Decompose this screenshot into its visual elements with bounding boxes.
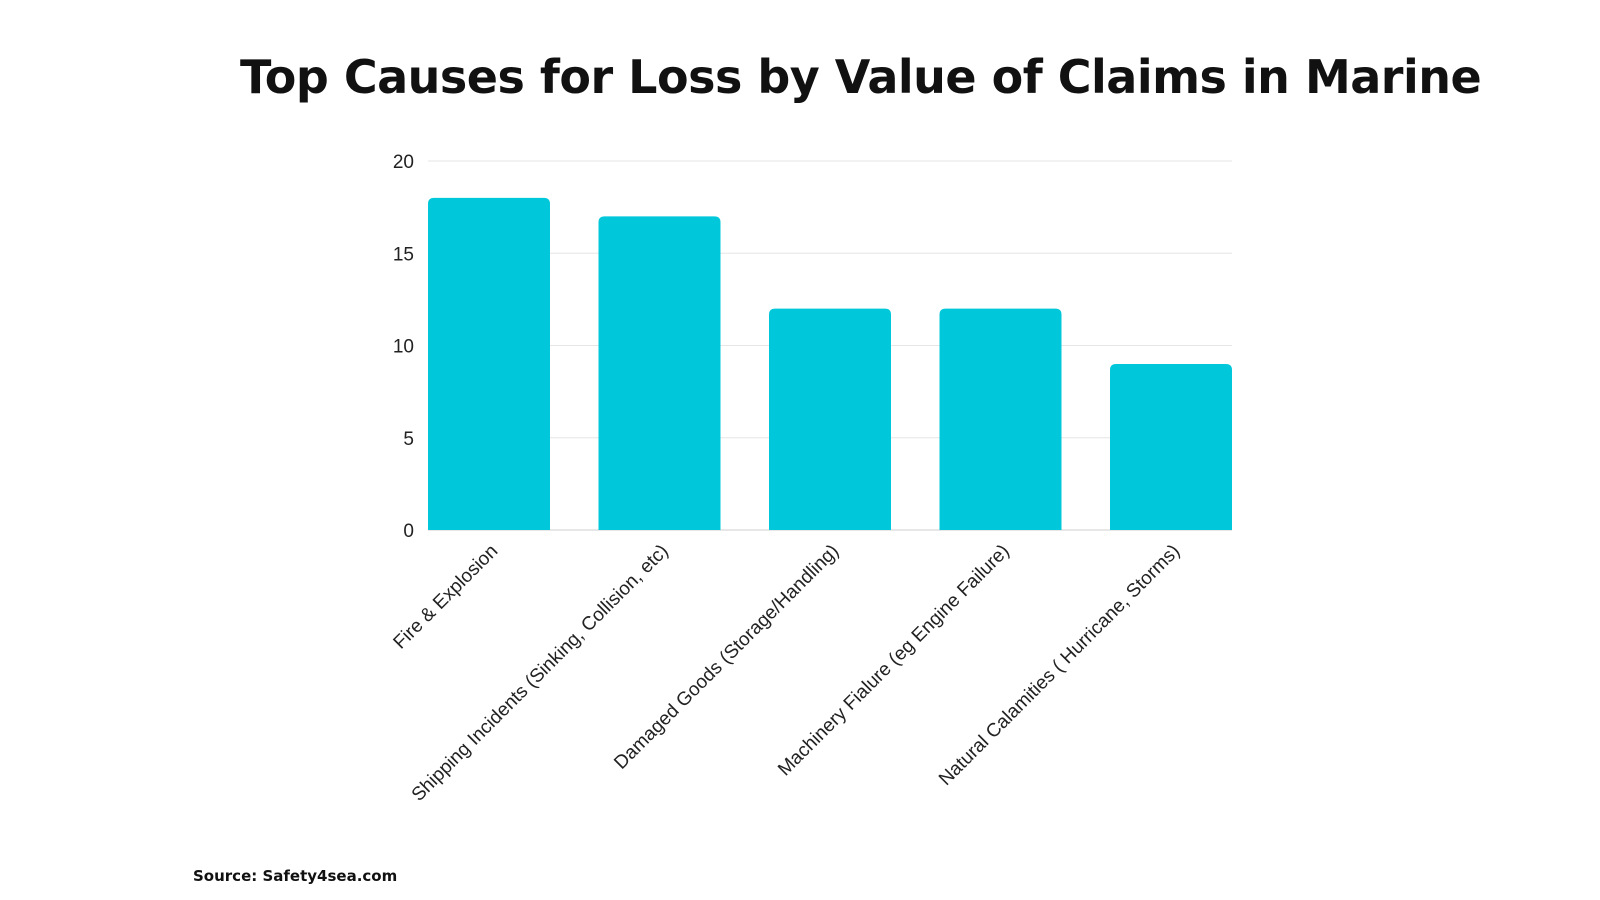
- y-tick-label: 5: [403, 429, 414, 450]
- bar: [428, 197, 550, 530]
- y-tick-label: 10: [393, 337, 414, 358]
- bar: [598, 216, 721, 530]
- y-tick-label: 20: [393, 152, 414, 173]
- source-note: Source: Safety4sea.com: [193, 867, 398, 885]
- bar: [1110, 363, 1232, 530]
- bar: [769, 308, 891, 530]
- bars: [428, 197, 1232, 530]
- y-axis: 0 5 10 15 20: [393, 152, 414, 542]
- y-tick-label: 0: [403, 521, 414, 542]
- x-tick-label: Fire & Explosion: [390, 541, 503, 654]
- y-tick-label: 15: [393, 244, 414, 265]
- chart-title: Top Causes for Loss by Value of Claims i…: [240, 50, 1482, 104]
- bar: [939, 308, 1062, 530]
